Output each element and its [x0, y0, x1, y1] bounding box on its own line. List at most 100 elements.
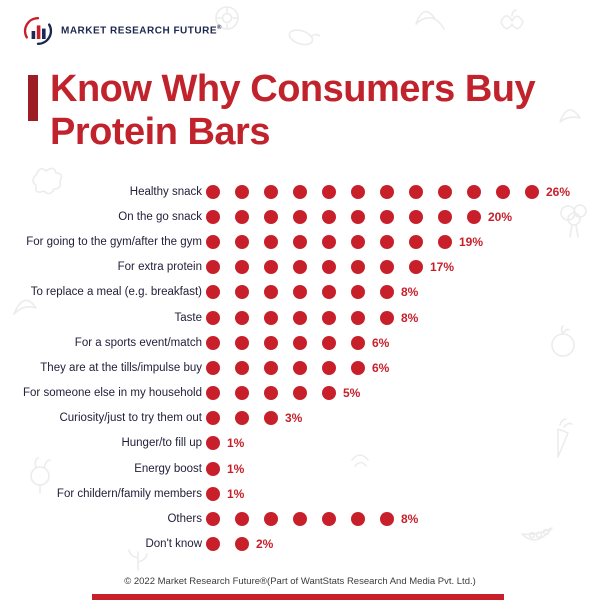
value-label: 17%	[430, 260, 455, 275]
dot	[438, 184, 452, 199]
page-title-line1: Know Why Consumers Buy	[50, 68, 536, 110]
dot	[264, 512, 278, 527]
dot	[351, 260, 365, 275]
value-label: 26%	[546, 184, 571, 199]
dot	[322, 512, 336, 527]
dot	[351, 234, 365, 249]
value-label: 2%	[256, 537, 274, 552]
dot	[380, 260, 394, 275]
chart-row: Taste 8%	[0, 305, 600, 330]
dot-series	[206, 260, 438, 275]
category-label: For someone else in my household	[23, 387, 202, 400]
dot	[351, 209, 365, 224]
category-label: On the go snack	[118, 210, 202, 223]
footer-copyright: © 2022 Market Research Future®(Part of W…	[124, 576, 476, 587]
value-label: 3%	[285, 411, 303, 426]
chart-row: Healthy snack 26%	[0, 179, 600, 204]
dot	[293, 285, 307, 300]
page-title-line2: Protein Bars	[50, 111, 270, 154]
dot	[496, 184, 510, 199]
dot	[235, 360, 249, 375]
dot	[235, 184, 249, 199]
chart-row: Hunger/to fill up 1%	[0, 431, 600, 456]
dot	[206, 260, 220, 275]
value-label: 1%	[227, 461, 245, 476]
dot	[206, 360, 220, 375]
value-label: 8%	[401, 310, 419, 325]
value-label: 19%	[459, 234, 484, 249]
dot	[409, 260, 423, 275]
dot	[467, 184, 481, 199]
dot	[235, 209, 249, 224]
dot	[467, 209, 481, 224]
value-label: 8%	[401, 512, 419, 527]
category-label: Healthy snack	[129, 185, 202, 198]
chart-row: On the go snack 20%	[0, 204, 600, 229]
chart-row: Curiosity/just to try them out 3%	[0, 406, 600, 431]
page-title: Know Why Consumers Buy Protein Bars	[50, 68, 536, 155]
dot	[293, 386, 307, 401]
title-accent-bar	[28, 75, 38, 121]
dot	[206, 184, 220, 199]
dot	[206, 411, 220, 426]
dot-series	[206, 335, 380, 350]
dot	[206, 285, 220, 300]
brand-logo-icon	[23, 16, 53, 46]
dot	[206, 335, 220, 350]
dot	[206, 537, 220, 552]
dot	[293, 260, 307, 275]
dot-series	[206, 285, 409, 300]
dot	[235, 512, 249, 527]
dot	[235, 310, 249, 325]
category-label: For a sports event/match	[74, 336, 202, 349]
dot	[293, 335, 307, 350]
dot-series	[206, 386, 351, 401]
dot-series	[206, 310, 409, 325]
dot	[293, 512, 307, 527]
dot	[380, 234, 394, 249]
chart-row: For extra protein 17%	[0, 255, 600, 280]
dot	[264, 209, 278, 224]
registered-mark: ®	[217, 25, 222, 32]
dot	[264, 285, 278, 300]
dot	[264, 335, 278, 350]
dot	[525, 184, 539, 199]
dot	[380, 285, 394, 300]
category-label: For going to the gym/after the gym	[26, 235, 202, 248]
value-label: 1%	[227, 436, 245, 451]
dot	[322, 285, 336, 300]
value-label: 1%	[227, 486, 245, 501]
dot	[351, 512, 365, 527]
dot	[438, 209, 452, 224]
dot-series	[206, 512, 409, 527]
dot	[235, 537, 249, 552]
dot	[206, 310, 220, 325]
dot	[322, 335, 336, 350]
title-block: Know Why Consumers Buy Protein Bars	[28, 68, 536, 155]
dot	[351, 184, 365, 199]
dot	[322, 234, 336, 249]
chart-row: Others 8%	[0, 506, 600, 531]
dot	[322, 310, 336, 325]
dot	[206, 436, 220, 451]
dot-series	[206, 360, 380, 375]
dot	[206, 209, 220, 224]
dot	[206, 461, 220, 476]
dot	[235, 260, 249, 275]
category-label: For extra protein	[117, 261, 202, 274]
dot	[351, 360, 365, 375]
value-label: 20%	[488, 209, 513, 224]
category-label: Curiosity/just to try them out	[59, 412, 202, 425]
category-label: They are at the tills/impulse buy	[40, 361, 202, 374]
category-label: Taste	[174, 311, 203, 324]
dot	[409, 234, 423, 249]
dot	[264, 234, 278, 249]
dot	[206, 512, 220, 527]
dot	[264, 184, 278, 199]
dot	[351, 335, 365, 350]
dot	[235, 411, 249, 426]
dot-chart: Healthy snack 26% On the go snack 20% For go…	[0, 179, 600, 557]
chart-row: For going to the gym/after the gym 19%	[0, 229, 600, 254]
dot	[206, 386, 220, 401]
